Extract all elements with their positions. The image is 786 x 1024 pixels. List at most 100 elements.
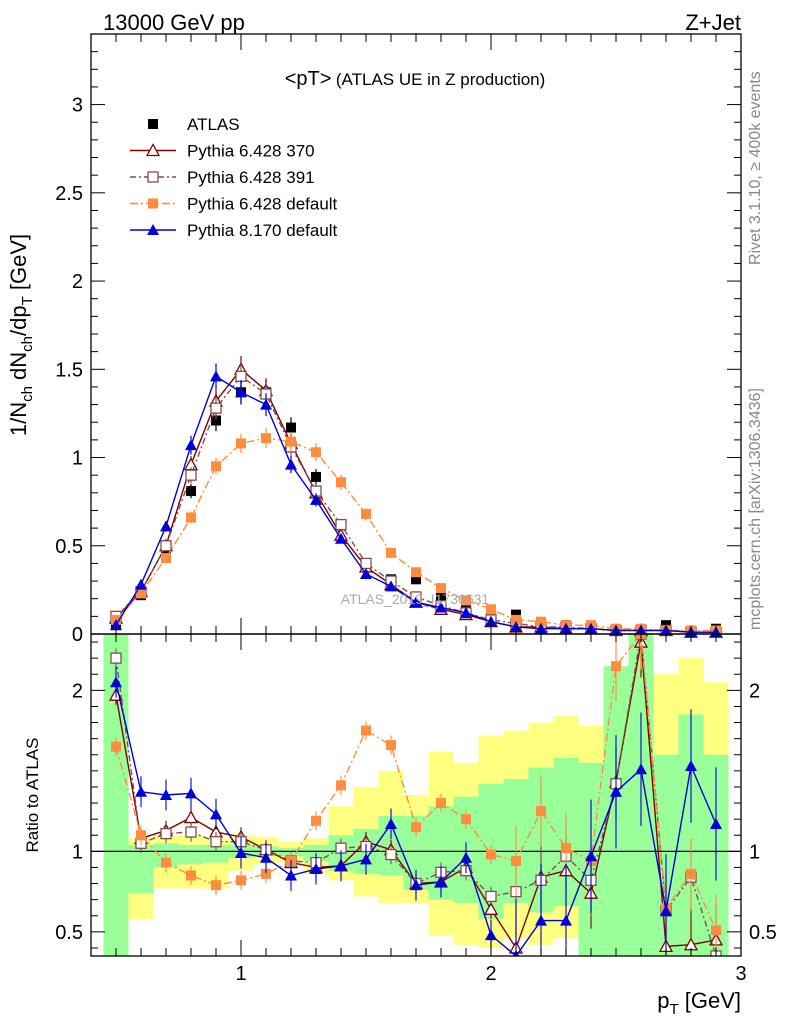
ratio-ytick-label-r-0: 0.5 [749, 922, 777, 944]
main-point-pythia-6-428-391-9 [335, 518, 347, 531]
ratio-point-pythia-6-428-391-0 [110, 652, 122, 664]
main-ytick-label-2: 1 [72, 448, 83, 470]
legend-label-pythia-6-428-391: Pythia 6.428 391 [187, 168, 315, 187]
ratio-point-pythia-6-428-default-18 [561, 843, 571, 854]
ratio-point-pythia-8-170-default-13 [435, 875, 447, 887]
ratio-point-pythia-6-428-default-9 [336, 780, 346, 791]
main-point-pythia-8-170-default-8 [310, 493, 322, 505]
ratio-point-pythia-6-428-391-15 [485, 890, 497, 903]
main-point-atlas-13 [436, 591, 446, 602]
green-band-3 [178, 844, 204, 865]
legend-marker-pythia-6-428-391 [147, 171, 159, 183]
ratio-point-pythia-6-428-default-4 [211, 880, 221, 891]
ratio-ytick-label-l-0: 0.5 [55, 922, 83, 944]
ratio-point-pythia-6-428-default-10 [361, 725, 371, 736]
ratio-point-pythia-6-428-370-3 [183, 810, 199, 824]
ratio-point-pythia-8-170-default-14 [460, 851, 472, 863]
legend-marker-pythia-6-428-default [148, 198, 158, 209]
ratio-point-pythia-6-428-default-24 [711, 925, 721, 936]
ratio-point-pythia-8-170-default-9 [335, 859, 347, 871]
ratio-point-pythia-8-170-default-18 [560, 914, 572, 926]
main-ytick-label-1: 0.5 [55, 536, 83, 558]
xlabel-main: p [657, 988, 669, 1013]
ratio-ytick-label-r-2: 2 [749, 680, 760, 702]
ratio-point-pythia-8-170-default-17 [535, 914, 547, 926]
ylabel-unit: [GeV] [6, 234, 31, 296]
header-right: Z+Jet [685, 10, 741, 35]
main-point-pythia-8-170-default-10 [360, 568, 372, 579]
main-point-pythia-6-428-default-14 [461, 595, 471, 606]
ratio-point-pythia-8-170-default-1 [135, 785, 147, 797]
header-left: 13000 GeV pp [103, 10, 245, 35]
main-point-pythia-8-170-default-14 [460, 606, 472, 618]
ylabel-sub2: ch [19, 336, 36, 352]
ratio-point-pythia-6-428-391-2 [160, 827, 172, 840]
main-ytick-label-6: 3 [72, 95, 83, 117]
ratio-point-pythia-6-428-391-11 [385, 848, 397, 861]
ratio-point-pythia-8-170-default-23 [685, 760, 697, 772]
main-point-pythia-6-428-default-11 [386, 547, 396, 558]
main-point-atlas-4 [211, 415, 221, 426]
main-point-pythia-6-428-default-16 [511, 614, 521, 625]
main-point-pythia-6-428-default-9 [336, 477, 346, 488]
main-point-pythia-8-170-default-1 [135, 578, 147, 590]
ratio-ytick-label-l-2: 2 [72, 680, 83, 702]
legend-marker-pythia-6-428-370 [145, 143, 161, 157]
main-point-pythia-6-428-default-3 [186, 512, 196, 523]
ratio-point-pythia-6-428-370-15 [483, 901, 499, 915]
main-point-pythia-6-428-default-5 [236, 438, 246, 449]
main-point-pythia-6-428-default-12 [411, 567, 421, 578]
plot-title-main: <pT> [285, 68, 332, 90]
ratio-ytick-label-r-1: 1 [749, 841, 760, 863]
main-point-pythia-8-170-default-11 [385, 580, 397, 592]
plot-title-sub: (ATLAS UE in Z production) [336, 70, 545, 89]
main-point-pythia-6-428-default-13 [436, 583, 446, 594]
legend-marker-atlas [148, 119, 158, 129]
main-point-pythia-8-170-default-2 [160, 520, 172, 532]
plot-title: <pT> (ATLAS UE in Z production) [285, 68, 546, 90]
ratio-point-pythia-8-170-default-2 [160, 789, 172, 800]
main-point-pythia-8-170-default-9 [335, 532, 347, 544]
main-point-pythia-6-428-default-1 [136, 588, 146, 599]
ratio-point-pythia-6-428-default-16 [511, 856, 521, 867]
ratio-bands [91, 634, 741, 956]
main-point-pythia-6-428-default-10 [361, 509, 371, 519]
ratio-point-pythia-8-170-default-7 [285, 869, 297, 881]
axes: 00.511.522.531 2 30.5 0.51 12 2 [55, 33, 777, 985]
ratio-point-pythia-8-170-default-11 [385, 817, 397, 829]
legend-marker-pythia-8-170-default [147, 224, 159, 235]
main-point-atlas-12 [411, 574, 421, 585]
ratio-point-pythia-6-428-default-11 [386, 740, 396, 751]
main-point-atlas-8 [311, 471, 321, 482]
ratio-point-pythia-6-428-default-23 [686, 868, 696, 879]
main-point-pythia-6-428-default-6 [261, 433, 271, 444]
ratio-ytick-label-l-1: 1 [72, 841, 83, 863]
ratio-point-pythia-8-170-default-8 [310, 863, 322, 875]
main-point-pythia-6-428-391-3 [185, 469, 197, 481]
main-point-pythia-6-428-391-10 [360, 557, 372, 570]
main-point-pythia-6-428-default-2 [161, 553, 171, 564]
main-point-pythia-8-170-default-13 [435, 601, 447, 613]
ratio-point-pythia-8-170-default-21 [635, 763, 647, 775]
rivet-info: Rivet 3.1.10, ≥ 400k events [747, 71, 764, 265]
main-point-pythia-8-170-default-0 [110, 619, 122, 631]
main-point-pythia-6-428-391-2 [160, 540, 172, 552]
main-ytick-label-4: 2 [72, 271, 83, 293]
ratio-point-pythia-8-170-default-20 [610, 785, 622, 797]
ratio-point-pythia-6-428-default-5 [236, 875, 246, 886]
ratio-point-pythia-6-428-default-2 [161, 857, 171, 868]
ratio-point-pythia-8-170-default-5 [235, 846, 247, 858]
ratio-point-pythia-6-428-default-6 [261, 868, 271, 879]
main-ytick-label-0: 0 [72, 624, 83, 646]
main-point-atlas-3 [186, 486, 196, 497]
main-ytick-label-3: 1.5 [55, 359, 83, 381]
ratio-point-pythia-8-170-default-19 [585, 850, 597, 862]
ratio-point-pythia-6-428-391-3 [185, 826, 197, 838]
xtick-label-2: 3 [735, 963, 746, 985]
main-point-pythia-6-428-default-17 [536, 616, 546, 627]
main-point-pythia-8-170-default-6 [260, 398, 272, 410]
ratio-point-pythia-6-428-default-1 [136, 830, 146, 841]
analysis-watermark: ATLAS_2019_I1736531 [341, 591, 490, 607]
main-point-pythia-6-428-391-5 [235, 370, 247, 383]
ratio-point-pythia-8-170-default-24 [710, 817, 722, 829]
